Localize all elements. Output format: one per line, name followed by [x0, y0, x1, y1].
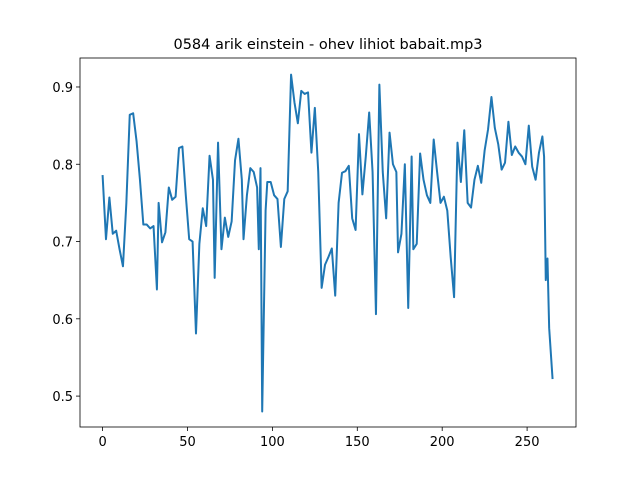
y-tick-label: 0.7 — [52, 236, 73, 251]
plot-frame — [79, 57, 577, 428]
data-line — [101, 73, 554, 413]
x-tick-label: 50 — [179, 435, 196, 450]
chart-title: 0584 arik einstein - ohev lihiot babait.… — [173, 37, 482, 53]
y-tick-label: 0.9 — [52, 81, 73, 96]
x-tick-label: 150 — [345, 435, 370, 450]
y-tick-label: 0.6 — [52, 313, 73, 328]
x-tick-label: 200 — [430, 435, 455, 450]
y-tick-label: 0.8 — [52, 158, 73, 173]
x-tick-label: 100 — [260, 435, 285, 450]
y-tick-label: 0.5 — [52, 390, 73, 405]
x-tick-label: 0 — [98, 435, 106, 450]
x-tick-label: 250 — [515, 435, 540, 450]
